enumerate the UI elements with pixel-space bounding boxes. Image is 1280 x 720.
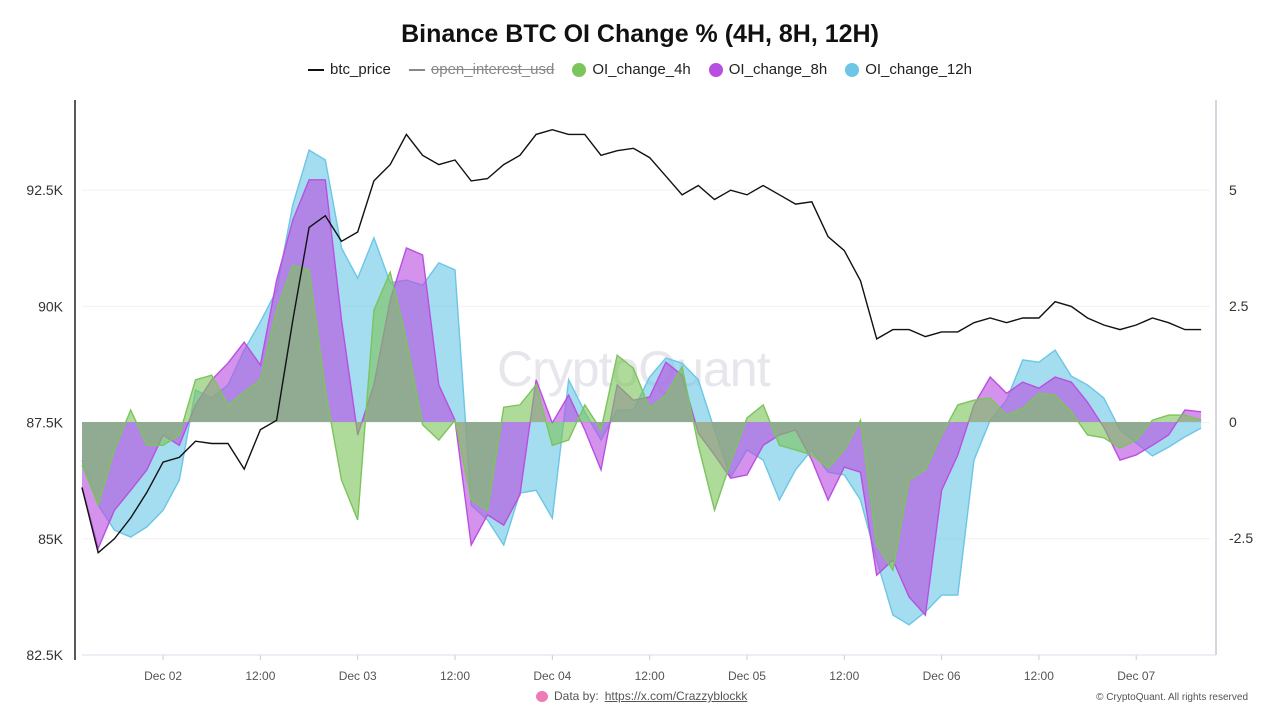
x-axis-tick-label: Dec 03: [339, 669, 377, 683]
area-oi-change-4h: [82, 265, 1202, 571]
legend-item-open-interest-usd[interactable]: open_interest_usd: [408, 61, 555, 78]
x-axis-tick-label: 12:00: [1024, 669, 1054, 683]
line-btc-price: [81, 128, 1202, 554]
left-axis-tick-label: 92.5K: [26, 182, 63, 198]
legend: btc_price open_interest_usd OI_change_4h…: [0, 61, 1280, 78]
right-axis-tick-label: 2.5: [1229, 298, 1249, 314]
left-axis-tick-label: 87.5K: [26, 415, 63, 431]
right-axis-tick-label: 5: [1229, 182, 1237, 198]
area-oi-change-8h: [82, 179, 1202, 616]
line-swatch-icon: [308, 68, 325, 71]
x-axis-tick-label: 12:00: [635, 669, 665, 683]
legend-item-oi-change-8h[interactable]: OI_change_8h: [708, 61, 828, 78]
dot-swatch-icon: [845, 62, 860, 77]
x-axis-tick-label: 12:00: [245, 669, 275, 683]
right-axis-tick-label: 0: [1229, 414, 1237, 430]
x-axis-tick-label: 12:00: [440, 669, 470, 683]
left-axis-tick-label: 85K: [38, 531, 64, 547]
left-axis-tick-label: 90K: [38, 298, 64, 314]
legend-item-oi-change-4h[interactable]: OI_change_4h: [572, 61, 691, 78]
legend-label: OI_change_4h: [592, 61, 691, 78]
legend-label: OI_change_8h: [728, 61, 828, 78]
dot-swatch-icon: [708, 62, 723, 77]
legend-item-btc-price[interactable]: btc_price: [308, 61, 391, 78]
x-axis-tick-label: Dec 06: [923, 669, 961, 683]
data-by-label: Data by:: [554, 689, 599, 703]
data-source: Data by: https://x.com/Crazzyblockk: [536, 689, 747, 703]
line-oi-change-4h: [81, 264, 1202, 572]
x-axis-tick-label: Dec 07: [1117, 669, 1155, 683]
data-source-link[interactable]: https://x.com/Crazzyblockk: [604, 689, 748, 703]
legend-label: open_interest_usd: [430, 61, 555, 78]
chart-title: Binance BTC OI Change % (4H, 8H, 12H): [401, 20, 879, 48]
copyright: © CryptoQuant. All rights reserved: [1096, 692, 1248, 703]
left-axis-tick-label: 82.5K: [26, 647, 63, 663]
x-axis-tick-label: 12:00: [829, 669, 859, 683]
right-axis-tick-label: -2.5: [1229, 530, 1253, 546]
legend-label: btc_price: [330, 61, 391, 78]
x-axis-tick-label: Dec 02: [144, 669, 182, 683]
legend-item-oi-change-12h[interactable]: OI_change_12h: [845, 61, 972, 78]
x-axis-tick-label: Dec 05: [728, 669, 766, 683]
x-axis-tick-label: Dec 04: [533, 669, 571, 683]
line-swatch-icon: [408, 68, 425, 71]
legend-label: OI_change_12h: [865, 61, 972, 78]
brain-icon: [536, 690, 548, 702]
dot-swatch-icon: [572, 62, 587, 77]
